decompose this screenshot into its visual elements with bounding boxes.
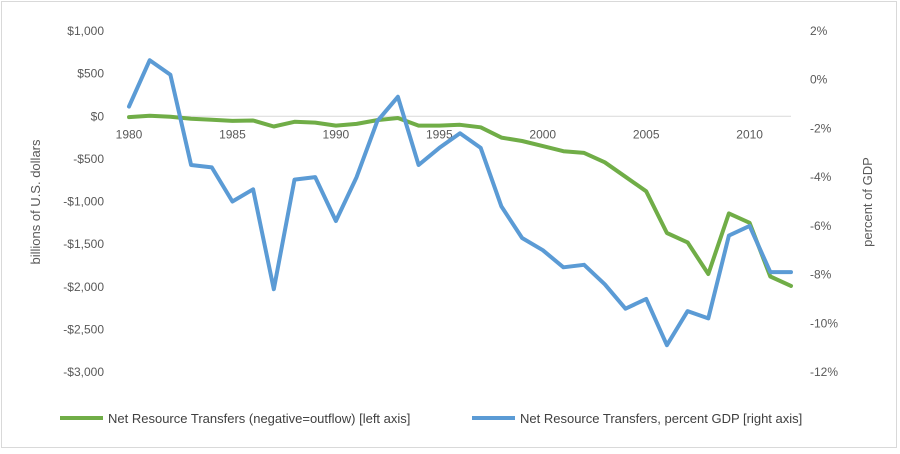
x-tick-label: 1980	[116, 127, 143, 141]
right-tick-label: -8%	[810, 268, 832, 282]
right-tick-label: -2%	[810, 121, 832, 135]
left-axis-title: billions of U.S. dollars	[28, 139, 43, 264]
right-axis-title: percent of GDP	[860, 157, 875, 247]
x-tick-label: 1995	[426, 127, 453, 141]
right-tick-label: -10%	[810, 316, 838, 330]
legend-label-series-1: Net Resource Transfers (negative=outflow…	[108, 411, 410, 426]
series-line-1	[127, 113, 793, 288]
right-tick-label: -12%	[810, 365, 838, 379]
x-tick-label: 2005	[633, 127, 660, 141]
left-tick-label: -$2,500	[63, 322, 104, 336]
left-tick-label: -$1,500	[63, 237, 104, 251]
x-axis-ticks: 1980 1985 1990 1995 2000 2005 2010	[116, 127, 764, 141]
series-line-2	[127, 58, 793, 348]
x-tick-label: 2000	[529, 127, 556, 141]
legend-label-series-2: Net Resource Transfers, percent GDP [rig…	[520, 411, 802, 426]
right-tick-label: 0%	[810, 73, 828, 87]
right-tick-label: -4%	[810, 170, 832, 184]
right-tick-label: 2%	[810, 24, 828, 38]
legend: Net Resource Transfers (negative=outflow…	[60, 411, 802, 426]
left-tick-label: -$500	[73, 152, 104, 166]
left-axis-ticks: $1,000 $500 $0 -$500 -$1,000 -$1,500 -$2,000 -$…	[63, 24, 104, 379]
left-tick-label: -$3,000	[63, 365, 104, 379]
series-lines	[127, 58, 793, 348]
left-tick-label: $1,000	[67, 24, 104, 38]
left-tick-label: $500	[77, 67, 104, 81]
right-axis-ticks: 2% 0% -2% -4% -6% -8% -10% -12%	[810, 24, 838, 379]
right-tick-label: -6%	[810, 219, 832, 233]
left-tick-label: -$1,000	[63, 195, 104, 209]
x-tick-label: 2010	[736, 127, 763, 141]
left-tick-label: $0	[91, 109, 105, 123]
x-tick-label: 1990	[323, 127, 350, 141]
left-tick-label: -$2,000	[63, 280, 104, 294]
x-tick-label: 1985	[219, 127, 246, 141]
